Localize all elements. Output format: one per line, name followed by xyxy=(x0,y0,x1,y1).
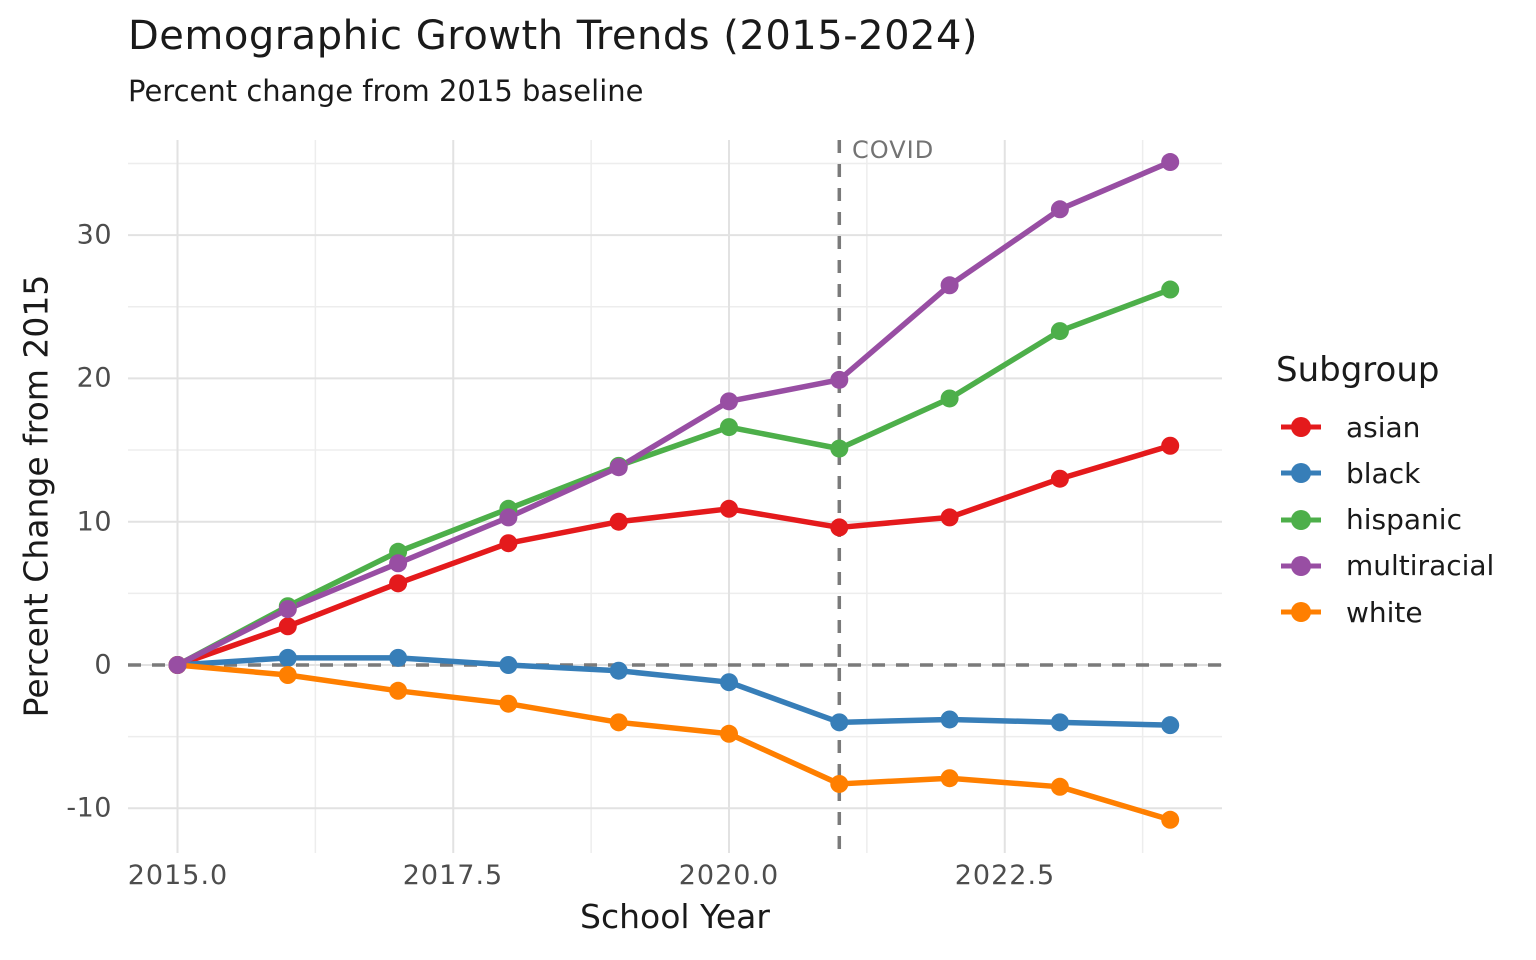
y-axis-title: Percent Change from 2015 xyxy=(16,274,56,718)
x-axis-title: School Year xyxy=(580,897,770,936)
series-point-asian-2019 xyxy=(609,512,628,531)
series-point-black-2022 xyxy=(940,710,959,729)
series-point-asian-2023 xyxy=(1050,469,1069,488)
legend-label-multiracial: multiracial xyxy=(1346,549,1495,583)
chart-title: Demographic Growth Trends (2015-2024) xyxy=(128,13,979,59)
series-point-hispanic-2021 xyxy=(830,439,849,458)
chart-subtitle: Percent change from 2015 baseline xyxy=(128,74,644,108)
series-point-white-2018 xyxy=(499,694,518,713)
series-point-white-2024 xyxy=(1161,810,1180,829)
legend: Subgroup asian black hispanic multiracial wh… xyxy=(1274,0,1536,960)
series-point-multiracial-2022 xyxy=(940,276,959,295)
series-line-hispanic xyxy=(174,286,1173,668)
x-tick-label-2022-5: 2022.5 xyxy=(954,860,1056,891)
x-tick-label-2020: 2020.0 xyxy=(678,860,780,891)
y-tick-label-10: 10 xyxy=(76,506,112,538)
y-tick-label-20: 20 xyxy=(76,362,112,394)
legend-key-hispanic-icon xyxy=(1281,509,1321,530)
series-point-multiracial-2021 xyxy=(830,370,849,389)
x-tick-label-2017-5: 2017.5 xyxy=(402,860,504,891)
series-point-asian-2020 xyxy=(720,499,738,518)
series-point-asian-2016 xyxy=(278,617,297,636)
series-point-black-2024 xyxy=(1161,716,1180,735)
series-point-multiracial-2015 xyxy=(168,656,187,674)
series-point-multiracial-2024 xyxy=(1161,153,1180,172)
series-point-asian-2024 xyxy=(1161,436,1180,455)
series-point-black-2021 xyxy=(830,713,849,732)
series-point-white-2023 xyxy=(1050,777,1069,796)
y-tick-label-0: 0 xyxy=(94,649,112,681)
series-point-black-2020 xyxy=(720,673,738,692)
legend-key-white-icon xyxy=(1281,602,1321,623)
legend-item-asian: asian xyxy=(1276,404,1420,450)
series-line-black xyxy=(174,655,1173,728)
legend-item-multiracial: multiracial xyxy=(1276,543,1494,589)
series-line-asian xyxy=(174,443,1173,668)
legend-label-asian: asian xyxy=(1346,410,1421,444)
series-point-asian-2018 xyxy=(499,534,518,553)
legend-key-asian-icon xyxy=(1281,417,1321,437)
series-point-hispanic-2022 xyxy=(940,389,959,408)
series-line-multiracial xyxy=(174,159,1173,668)
y-tick-label-30: 30 xyxy=(76,219,112,251)
series-point-multiracial-2016 xyxy=(278,600,297,619)
series-line-white xyxy=(174,662,1173,823)
series-point-multiracial-2019 xyxy=(609,458,628,477)
series-point-black-2016 xyxy=(278,648,297,667)
legend-label-white: white xyxy=(1346,595,1423,629)
series-point-white-2021 xyxy=(830,774,849,793)
series-point-multiracial-2018 xyxy=(499,508,518,527)
legend-title: Subgroup xyxy=(1276,350,1440,390)
series-point-black-2023 xyxy=(1050,713,1069,732)
series-point-asian-2017 xyxy=(389,574,408,593)
series-point-white-2020 xyxy=(720,724,738,743)
legend-key-multiracial-icon xyxy=(1281,555,1321,576)
series-point-white-2016 xyxy=(278,666,297,685)
legend-label-black: black xyxy=(1346,456,1421,490)
series-point-white-2019 xyxy=(609,713,628,732)
series-point-hispanic-2024 xyxy=(1161,280,1180,299)
series-point-black-2018 xyxy=(499,656,518,674)
series-point-hispanic-2020 xyxy=(720,418,738,437)
series-point-multiracial-2020 xyxy=(720,392,738,411)
legend-item-black: black xyxy=(1276,450,1420,496)
series-point-multiracial-2017 xyxy=(389,554,408,573)
series-point-black-2017 xyxy=(389,648,408,667)
series-point-black-2019 xyxy=(609,661,628,680)
y-tick-label-neg10: -10 xyxy=(66,792,112,824)
legend-item-hispanic: hispanic xyxy=(1276,497,1462,543)
series-point-hispanic-2023 xyxy=(1050,322,1069,341)
covid-annotation-label: COVID xyxy=(852,136,935,164)
legend-label-hispanic: hispanic xyxy=(1346,503,1462,537)
series-point-asian-2022 xyxy=(940,508,959,527)
legend-item-white: white xyxy=(1276,589,1423,635)
series-point-white-2017 xyxy=(389,681,408,700)
legend-key-black-icon xyxy=(1281,463,1321,484)
series-point-asian-2021 xyxy=(830,518,849,537)
x-tick-label-2015: 2015.0 xyxy=(127,860,229,891)
series-point-multiracial-2023 xyxy=(1050,200,1069,219)
series-point-white-2022 xyxy=(940,769,959,788)
